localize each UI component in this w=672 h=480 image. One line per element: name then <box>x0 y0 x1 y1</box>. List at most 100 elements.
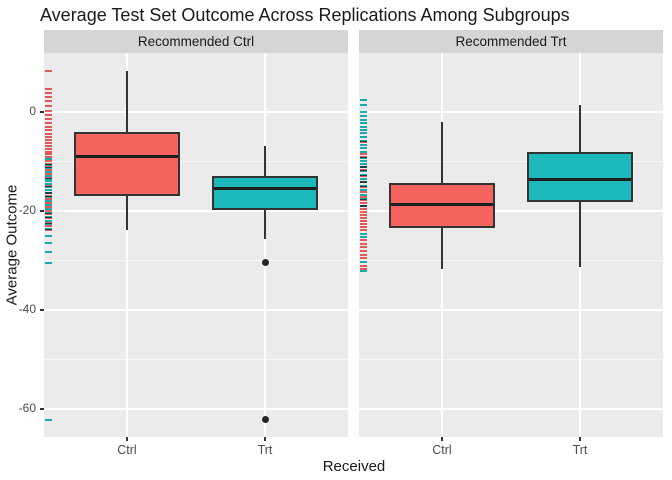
facet-strip-label: Recommended Trt <box>455 34 567 49</box>
rug-mark-trt <box>45 177 52 180</box>
rug-mark-ctrl <box>360 174 367 177</box>
rug-mark-ctrl <box>360 211 367 214</box>
rug-mark-ctrl <box>45 221 52 224</box>
whisker-lower <box>264 209 266 240</box>
rug-mark-trt <box>360 147 367 150</box>
rug-mark-trt <box>360 115 367 118</box>
rug-mark-ctrl <box>360 217 367 220</box>
rug-mark-trt <box>360 260 367 263</box>
x-axis-title: Received <box>322 458 386 475</box>
rug-mark-ctrl <box>45 155 52 158</box>
rug-mark-trt <box>45 199 52 202</box>
rug-mark-trt <box>45 250 52 253</box>
rug-mark-ctrl <box>45 114 52 117</box>
rug-mark-trt <box>45 157 52 160</box>
rug-mark-trt <box>360 181 367 184</box>
boxplot-box-ctrl <box>389 182 495 229</box>
gridline-major <box>359 308 663 311</box>
rug-mark-ctrl <box>45 206 52 209</box>
gridline-major <box>359 407 663 410</box>
rug-mark-trt <box>45 189 52 192</box>
x-tick-mark <box>441 437 443 441</box>
rug-mark-ctrl <box>45 125 52 128</box>
rug-mark-trt <box>45 228 52 231</box>
gridline-major <box>44 407 348 410</box>
rug-mark-ctrl <box>45 148 52 151</box>
rug-mark-ctrl <box>360 246 367 249</box>
rug-mark-ctrl <box>45 136 52 138</box>
rug-mark-trt <box>45 207 52 210</box>
rug-mark-trt <box>360 159 367 162</box>
rug-mark-ctrl <box>360 229 367 232</box>
rug-mark-ctrl <box>45 117 52 120</box>
rug-mark-ctrl <box>45 172 52 175</box>
whisker-lower <box>579 201 581 268</box>
rug-mark-trt <box>360 193 367 196</box>
rug-mark-ctrl <box>45 100 52 103</box>
y-tick-label: 0 <box>29 104 36 119</box>
rug-mark-trt <box>360 236 367 239</box>
rug-mark-ctrl <box>45 225 52 228</box>
whisker-upper <box>126 70 128 133</box>
median-line <box>76 154 178 158</box>
gridline-vertical <box>126 53 128 437</box>
rug-mark-ctrl <box>45 122 52 125</box>
rug-mark-ctrl <box>45 95 52 98</box>
median-line <box>391 203 493 207</box>
whisker-lower <box>126 195 128 231</box>
rug-mark-trt <box>45 203 52 206</box>
rug-mark-trt <box>45 186 52 189</box>
x-tick-label: Ctrl <box>117 443 137 457</box>
gridline-minor <box>44 161 348 163</box>
chart-title: Average Test Set Outcome Across Replicat… <box>40 5 570 25</box>
rug-mark-trt <box>45 235 52 238</box>
gridline-minor <box>359 358 663 360</box>
y-tick-mark <box>40 210 44 213</box>
whisker-upper <box>441 122 443 183</box>
outlier-point <box>261 259 269 267</box>
rug-mark-trt <box>360 139 367 142</box>
rug-mark-trt <box>360 166 367 169</box>
gridline-minor <box>44 358 348 360</box>
rug-mark-trt <box>45 180 52 183</box>
rug-mark-ctrl <box>360 257 367 260</box>
rug-mark-trt <box>360 135 367 138</box>
rug-mark-trt <box>45 163 52 166</box>
rug-mark-trt <box>45 418 52 421</box>
rug-mark-ctrl <box>45 139 52 142</box>
gridline-minor <box>44 260 348 262</box>
rug-mark-ctrl <box>360 202 367 205</box>
rug-mark-ctrl <box>45 105 52 108</box>
rug-mark-trt <box>360 204 367 207</box>
boxplot-box-trt <box>212 176 318 210</box>
facet-panel-recommended-trt <box>359 53 663 437</box>
rug-mark-ctrl <box>45 159 52 162</box>
rug-mark-trt <box>360 104 367 107</box>
y-tick-mark <box>40 407 44 410</box>
rug-mark-ctrl <box>45 153 52 156</box>
y-tick-label: -60 <box>18 400 36 415</box>
rug-mark-ctrl <box>45 184 52 187</box>
rug-mark-trt <box>360 132 367 135</box>
rug-mark-ctrl <box>360 249 367 252</box>
gridline-major <box>44 308 348 311</box>
x-tick-mark <box>579 437 581 441</box>
rug-mark-ctrl <box>360 242 367 245</box>
rug-mark-ctrl <box>45 213 52 216</box>
facet-strip-recommended-trt: Recommended Trt <box>359 30 663 53</box>
gridline-minor <box>359 260 663 262</box>
x-tick-mark <box>264 437 266 441</box>
rug-mark-ctrl <box>45 133 52 136</box>
rug-mark-trt <box>45 219 52 222</box>
rug-mark-trt <box>360 232 367 235</box>
rug-mark-ctrl <box>360 220 367 223</box>
gridline-minor <box>359 161 663 163</box>
outlier-point <box>261 416 269 424</box>
rug-mark-trt <box>360 173 367 176</box>
gridline-major <box>44 111 348 114</box>
rug-mark-trt <box>360 177 367 180</box>
rug-mark-trt <box>45 167 52 170</box>
rug-mark-ctrl <box>45 129 52 132</box>
rug-mark-trt <box>45 242 52 245</box>
boxplot-box-ctrl <box>74 132 180 196</box>
